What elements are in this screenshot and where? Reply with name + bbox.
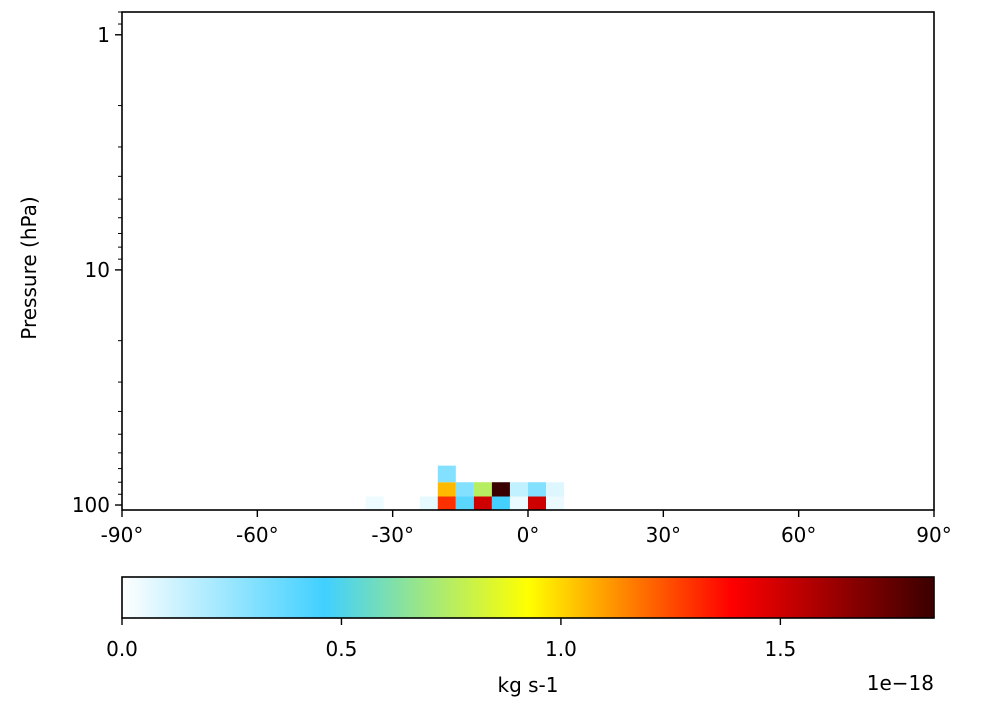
- heatmap-cell-2: [437, 496, 456, 510]
- heatmap-cell-16: [546, 482, 565, 497]
- heatmap-cell-5: [455, 496, 474, 510]
- heatmap-cell-10: [491, 482, 510, 497]
- heatmap-cell-3: [437, 482, 456, 497]
- plot-frame: [121, 11, 935, 511]
- heatmap-cell-7: [473, 496, 492, 510]
- x-axis-ticks: -90° -60° -30° 0° 30° 60° 90°: [101, 510, 952, 547]
- heatmap-cell-13: [528, 496, 547, 510]
- heatmap-cell-0: [365, 496, 384, 510]
- colorbar-tick-label: 0.5: [326, 637, 358, 661]
- y-tick-label: 1: [97, 23, 110, 47]
- x-tick-label: 60°: [781, 523, 816, 547]
- colorbar-label: kg s-1: [498, 673, 559, 697]
- y-tick-label: 10: [85, 258, 110, 282]
- y-axis-ticks: 1 10 100: [72, 11, 122, 517]
- x-tick-label: 30°: [646, 523, 681, 547]
- heatmap-cells: [365, 465, 565, 510]
- colorbar-offset-text: 1e−18: [867, 671, 934, 695]
- heatmap-cell-14: [528, 482, 547, 497]
- heatmap-cell-9: [491, 496, 510, 510]
- x-tick-label: -30°: [371, 523, 414, 547]
- colorbar-tick-label: 1.5: [764, 637, 796, 661]
- colorbar-ticks: 0.0 0.5 1.0 1.5: [106, 618, 796, 661]
- x-tick-label: 0°: [517, 523, 540, 547]
- y-tick-label: 100: [72, 493, 110, 517]
- heatmap-cell-8: [473, 482, 492, 497]
- heatmap-cell-15: [546, 496, 565, 510]
- x-tick-label: -60°: [236, 523, 279, 547]
- x-tick-label: 90°: [916, 523, 951, 547]
- heatmap-cell-6: [455, 482, 474, 497]
- x-tick-label: -90°: [101, 523, 144, 547]
- colorbar: [121, 576, 935, 619]
- heatmap-cell-12: [509, 482, 528, 497]
- heatmap-cell-4: [437, 465, 456, 483]
- colorbar-tick-label: 0.0: [106, 637, 138, 661]
- heatmap-cell-1: [419, 496, 438, 510]
- colorbar-tick-label: 1.0: [545, 637, 577, 661]
- heatmap-cell-11: [509, 496, 528, 510]
- y-axis-title: Pressure (hPa): [17, 196, 41, 339]
